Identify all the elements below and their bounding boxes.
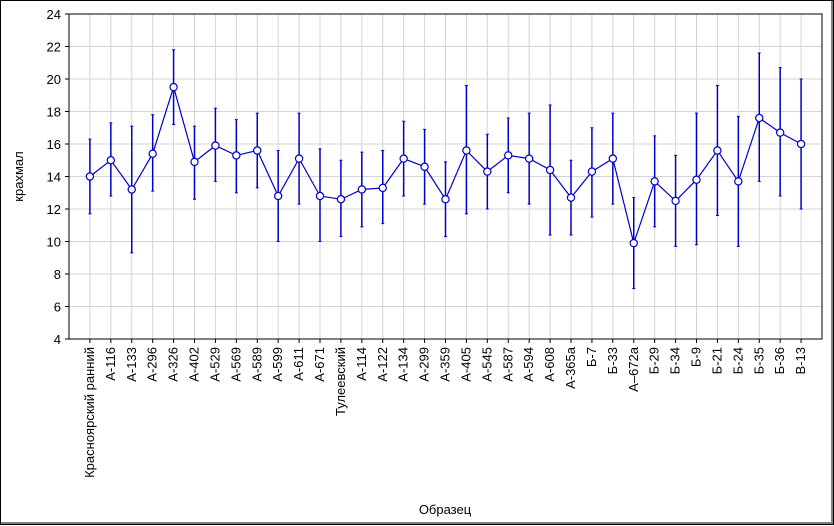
y-tick-label: 18 [47,105,61,120]
data-point [127,185,136,194]
x-tick-label: Б-24 [730,347,745,374]
data-point [357,185,367,194]
x-tick-label: А-589 [249,347,264,382]
x-tick-label: Б-35 [751,347,766,374]
data-point [336,195,346,204]
x-tick-label: Б-29 [647,347,662,374]
x-axis-title: Образец [419,502,472,517]
data-point [399,154,408,163]
x-tick-label: А-365а [563,346,578,389]
x-tick-label: Тулеевский [333,347,348,416]
data-point [253,146,262,155]
x-tick-label: А-671 [312,347,327,382]
data-point [734,177,743,186]
x-tick-label: Красноярский ранний [82,347,97,478]
x-tick-label: А-299 [417,347,432,382]
data-point [85,172,95,181]
y-tick-label: 20 [47,72,61,87]
data-point [148,149,157,158]
x-tick-label: А-133 [124,347,139,382]
data-point [629,238,638,248]
x-tick-label: Б-33 [605,347,620,374]
x-tick-label: Б-7 [584,347,599,367]
data-point [692,175,701,184]
data-point [106,156,116,165]
x-tick-label: А–672а [626,346,641,392]
x-tick-label: Б-9 [689,347,704,367]
data-point [232,151,241,160]
x-tick-label: А-608 [542,347,557,382]
data-point [483,167,492,176]
y-tick-label: 24 [47,7,61,22]
data-point [650,177,659,186]
x-tick-label: А-326 [166,347,181,382]
data-point [545,165,555,175]
y-axis-title: крахмал [11,151,26,201]
data-point [273,191,283,201]
x-tick-label: А-114 [354,347,369,381]
data-point [315,191,325,201]
x-tick-label: Б-21 [709,347,724,374]
data-point [294,154,304,163]
data-point [755,113,764,123]
data-point [190,157,199,167]
x-tick-label: А-545 [479,347,494,382]
data-point [211,141,220,150]
y-tick-label: 6 [54,300,61,315]
x-tick-label: Б-36 [772,347,787,374]
x-tick-label: А-405 [458,347,473,382]
data-point [587,167,597,176]
x-tick-label: Б-34 [668,347,683,374]
x-tick-label: А-569 [228,347,243,382]
data-point [796,139,806,149]
x-axis-ticks: Красноярский ранний А-116 А-133 А-296 А-326 А… [82,339,808,478]
x-tick-label: В-13 [793,347,808,374]
y-tick-label: 10 [47,235,61,250]
data-point [524,154,534,163]
x-tick-label: А-134 [396,347,411,382]
y-tick-label: 16 [47,137,61,152]
x-tick-label: А-529 [207,347,222,382]
data-point [420,162,429,171]
x-tick-label: А-599 [270,347,285,382]
data-point [441,195,450,204]
data-point [713,146,722,155]
x-tick-label: А-122 [375,347,390,382]
data-point [671,196,680,206]
x-tick-label: А-359 [438,347,453,382]
y-tick-label: 4 [54,332,61,347]
y-axis-ticks: 4 6 8 10 12 14 16 18 20 22 24 [47,7,69,347]
data-point [169,82,178,92]
x-tick-label: А-594 [521,347,536,382]
y-tick-label: 8 [54,267,61,282]
x-tick-label: А-402 [187,347,202,382]
x-tick-label: А-587 [500,347,515,382]
y-tick-label: 14 [47,170,61,185]
data-point [775,128,785,137]
data-point [378,183,387,193]
data-point [608,154,618,163]
x-tick-label: А-611 [291,347,306,381]
x-tick-label: А-296 [145,347,160,382]
x-tick-label: А-116 [103,347,118,381]
y-tick-label: 12 [47,202,61,217]
data-point [504,151,513,160]
data-point [566,193,576,202]
data-points [85,82,806,248]
y-tick-label: 22 [47,40,61,55]
data-point [462,146,471,155]
